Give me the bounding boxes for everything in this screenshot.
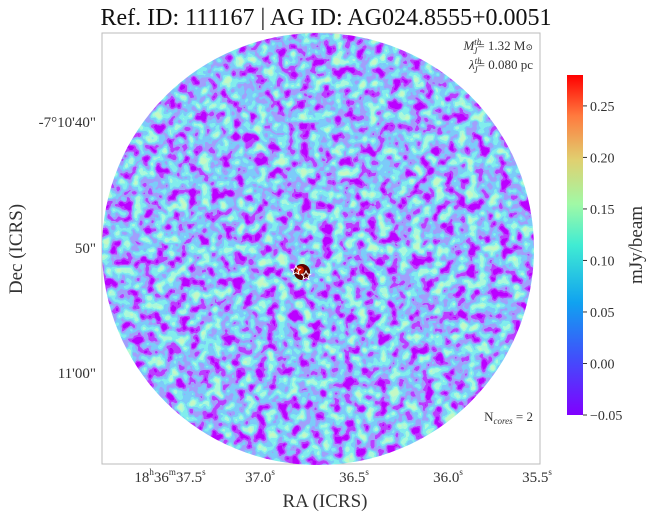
colorbar-tick-label: 0.05 <box>590 306 615 321</box>
y-tick-label: 50" <box>75 241 96 257</box>
intensity-map <box>102 33 534 465</box>
x-tick-label: 36.0s <box>433 467 463 486</box>
colorbar-tick-label: 0.15 <box>590 203 615 218</box>
y-axis-label: Dec (ICRS) <box>6 204 27 294</box>
x-axis-label: RA (ICRS) <box>283 491 368 512</box>
jeans-length-annotation: λth J= 0.080 pc <box>468 56 533 75</box>
ncores-annotation: Ncores = 2 <box>484 409 533 426</box>
colorbar <box>567 75 583 415</box>
x-tick-label: 36.5s <box>339 467 369 486</box>
core-marker-star <box>300 269 312 281</box>
jeans-mass-annotation: Mth J= 1.32 M⊙ <box>462 37 533 56</box>
y-tick-label: 11'00" <box>58 366 96 382</box>
colorbar-tick-label: −0.05 <box>590 409 622 424</box>
core-cluster <box>290 264 312 281</box>
colorbar-tick-label: 0.25 <box>590 100 615 115</box>
x-tick-label: 18h36m37.5s <box>134 467 206 486</box>
x-tick-label: 37.0s <box>245 467 275 486</box>
x-tick-label: 35.5s <box>522 467 552 486</box>
colorbar-tick-label: 0.00 <box>590 357 615 372</box>
y-tick-label: -7°10'40" <box>39 115 96 131</box>
colorbar-tick-label: 0.10 <box>590 254 615 269</box>
chart-title: Ref. ID: 111167 | AG ID: AG024.8555+0.00… <box>101 5 552 31</box>
core-marker-star <box>290 264 302 276</box>
colorbar-label: mJy/beam <box>626 206 647 284</box>
colorbar-tick-label: 0.20 <box>590 151 615 166</box>
